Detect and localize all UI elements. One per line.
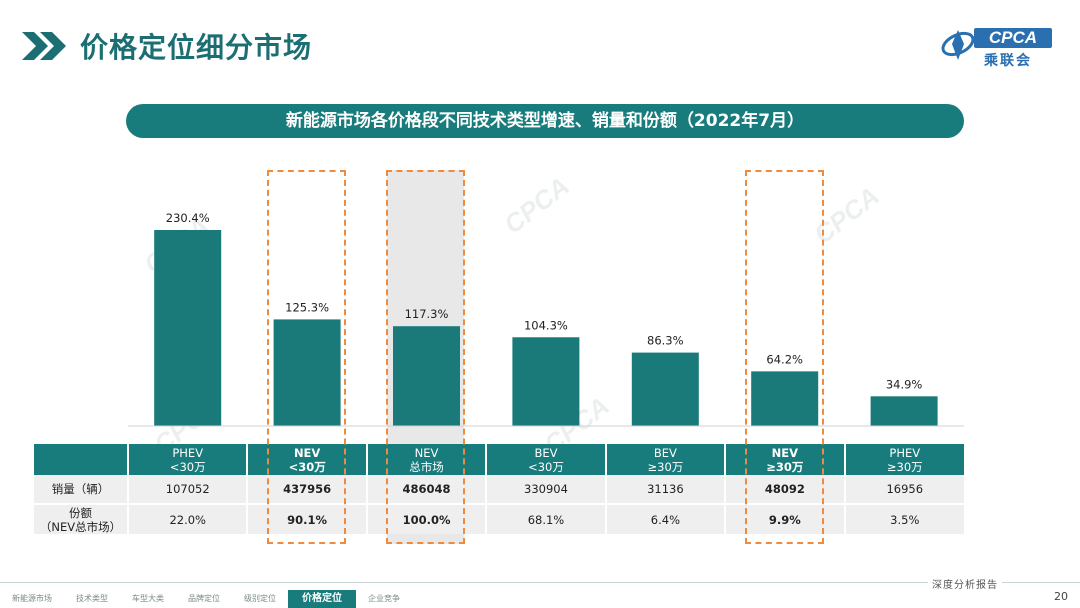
table-header-cell: PHEV <30万 (126, 444, 248, 475)
share-cell: 22.0% (126, 504, 248, 534)
table-header-cell: NEV ≥30万 (724, 444, 845, 475)
bar-value-label: 34.9% (886, 377, 923, 391)
footer-report-label: 深度分析报告 (928, 576, 1002, 591)
sales-cell: 31136 (604, 475, 726, 505)
nav-item[interactable]: 技术类型 (76, 594, 108, 603)
footer-divider (0, 582, 1080, 583)
row-label-share: 份额 （NEV总市场） (34, 504, 128, 534)
chart-banner-title: 新能源市场各价格段不同技术类型增速、销量和份额（2022年7月） (126, 104, 964, 138)
bar-value-label: 64.2% (766, 352, 803, 366)
share-cell: 68.1% (485, 504, 606, 534)
nav-item[interactable]: 价格定位 (288, 590, 356, 608)
nav-item[interactable]: 品牌定位 (188, 594, 220, 603)
nav-item[interactable]: 级别定位 (244, 594, 276, 603)
bar (751, 371, 819, 426)
table-row-share: 份额 （NEV总市场） 22.0% 90.1% 100.0% 68.1% 6.4%… (34, 504, 964, 534)
section-nav: 新能源市场 技术类型 车型大类 品牌定位 级别定位 价格定位 企业竞争 (0, 590, 412, 608)
table-header-blank (34, 444, 128, 475)
bar (154, 230, 222, 426)
logo-subtext: 乘联会 (984, 53, 1032, 69)
bar-value-label: 117.3% (405, 307, 449, 321)
table-header-cell: PHEV ≥30万 (843, 444, 964, 475)
nav-item[interactable]: 新能源市场 (12, 594, 52, 603)
highlight-box-nev-total (386, 170, 465, 544)
table-row-sales: 销量（辆） 107052 437956 486048 330904 31136 … (34, 475, 964, 505)
bar-value-label: 230.4% (166, 211, 210, 225)
share-cell: 6.4% (604, 504, 726, 534)
logo-emblem-icon (941, 30, 975, 60)
bar (512, 337, 580, 426)
table-header-cell: BEV ≥30万 (604, 444, 726, 475)
bar (273, 319, 341, 426)
share-cell: 3.5% (843, 504, 964, 534)
bar-value-label: 104.3% (524, 318, 568, 332)
page-title: 价格定位细分市场 (80, 31, 313, 64)
highlight-box-nev-under-30 (267, 170, 346, 544)
table-header-row: PHEV <30万 NEV <30万 NEV 总市场 BEV <30万 BEV ≥30万 … (34, 444, 964, 475)
cpca-logo: CPCA 乘联会 (938, 24, 1058, 70)
highlight-box-nev-over-30 (745, 170, 824, 544)
bar (631, 352, 699, 426)
bar-value-label: 86.3% (647, 334, 684, 348)
nav-item[interactable]: 企业竞争 (368, 594, 400, 603)
table-header-cell: BEV <30万 (485, 444, 606, 475)
nav-item[interactable]: 车型大类 (132, 594, 164, 603)
row-label-sales: 销量（辆） (34, 475, 128, 505)
sales-cell: 16956 (843, 475, 964, 505)
bar (870, 396, 938, 426)
bar-value-label: 125.3% (285, 300, 329, 314)
bar (393, 326, 460, 426)
sales-cell: 330904 (485, 475, 606, 505)
bar-chart: 230.4% 125.3% 117.3% 104.3% 86.3% 64.2% 34.9% (128, 211, 964, 427)
data-table: PHEV <30万 NEV <30万 NEV 总市场 BEV <30万 BEV ≥30万 … (34, 444, 964, 534)
page-number: 20 (1054, 590, 1068, 603)
sales-cell: 107052 (126, 475, 248, 505)
table-header-cell: NEV <30万 (246, 444, 367, 475)
logo-text: CPCA (974, 28, 1052, 48)
chevron-icon (22, 32, 66, 60)
